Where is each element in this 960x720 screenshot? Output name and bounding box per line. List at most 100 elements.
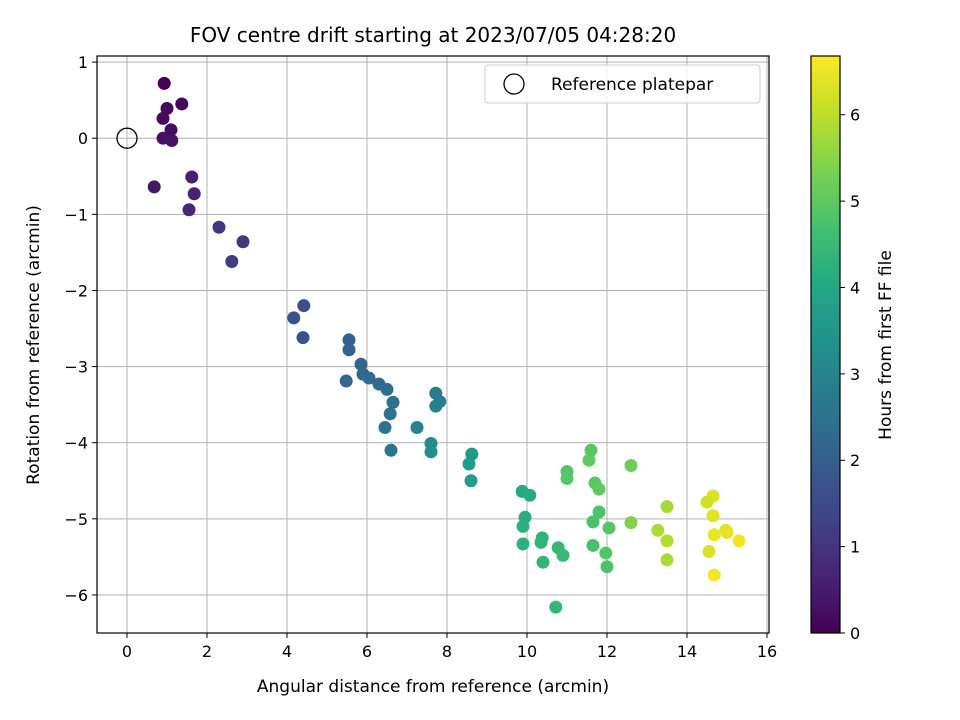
data-point [549,600,563,614]
data-point [624,516,638,530]
grid-lines [97,56,769,633]
reference-platepar-marker [116,127,138,149]
y-tick-label: −4 [64,434,88,453]
plot-frame [96,55,770,634]
data-point [378,420,392,434]
data-point [156,111,170,125]
data-point [592,505,606,519]
data-point [556,548,570,562]
x-tick-label: 0 [122,642,132,661]
colorbar-tick-label: 0 [850,624,860,643]
colorbar-tick-label: 2 [850,451,860,470]
y-tick-label: −2 [64,281,88,300]
data-point [342,343,356,357]
colorbar-tick-label: 3 [850,365,860,384]
data-point [534,535,548,549]
colorbar-ticks: 0 1 2 3 4 5 6 [840,106,860,643]
data-point [700,495,714,509]
data-point [462,457,476,471]
x-tick-label: 2 [202,642,212,661]
data-point [584,443,598,457]
x-tick-label: 14 [677,642,697,661]
colorbar: 0 1 2 3 4 5 6 Hours from first FF file [810,55,896,643]
data-point [296,331,310,345]
data-point [380,382,394,396]
colorbar-tick-label: 4 [850,278,860,297]
x-tick-label: 10 [517,642,537,661]
data-point [384,443,398,457]
data-point [464,474,478,488]
colorbar-frame [810,55,841,634]
data-point [429,399,443,413]
data-point [516,519,530,533]
data-point [410,420,424,434]
data-point [516,537,530,551]
data-point [297,299,311,313]
data-points [116,76,746,614]
data-point [592,482,606,496]
data-point [523,488,537,502]
data-point [165,133,179,147]
data-point [185,170,199,184]
data-point [707,568,721,582]
x-tick-label: 16 [757,642,777,661]
data-point [175,97,189,111]
colorbar-label: Hours from first FF file [876,250,896,440]
data-point [660,500,674,514]
y-tick-label: −1 [64,205,88,224]
y-axis-ticks: 1 0 −1 −2 −3 −4 −5 −6 [64,53,97,605]
y-axis-label: Rotation from reference (arcmin) [24,205,44,485]
colorbar-gradient [811,56,840,633]
legend: Reference platepar [484,64,761,104]
y-tick-label: −6 [64,586,88,605]
data-point [465,447,479,461]
data-point [147,180,161,194]
data-point [660,553,674,567]
data-point [586,515,600,529]
y-tick-label: −3 [64,358,88,377]
data-point [624,459,638,473]
data-point [651,523,665,537]
x-tick-label: 6 [362,642,372,661]
x-axis-ticks: 0 2 4 6 8 10 12 14 16 [122,633,777,661]
colorbar-tick-label: 5 [850,192,860,211]
colorbar-tick-label: 1 [850,538,860,557]
data-point [600,560,614,574]
data-point [720,526,734,540]
data-point [732,534,746,548]
data-point [342,333,356,347]
x-tick-label: 8 [442,642,452,661]
y-tick-label: −5 [64,510,88,529]
data-point [383,407,397,421]
legend-marker-icon [503,73,525,95]
data-point [339,374,353,388]
data-point [354,357,368,371]
data-point [707,528,721,542]
data-point [187,187,201,201]
data-point [386,395,400,409]
data-point [362,371,376,385]
chart-title: FOV centre drift starting at 2023/07/05 … [190,23,676,47]
data-point [160,102,174,116]
data-point [536,555,550,569]
data-point [182,203,196,217]
data-point [560,471,574,485]
data-point [602,521,616,535]
data-point [424,445,438,459]
data-point [212,220,226,234]
x-tick-label: 12 [597,642,617,661]
data-point [236,235,250,249]
data-point [586,538,600,552]
legend-box [484,64,761,104]
x-axis-label: Angular distance from reference (arcmin) [257,677,609,697]
colorbar-tick-label: 6 [850,106,860,125]
data-point [164,123,178,137]
data-point [706,509,720,523]
x-tick-label: 4 [282,642,292,661]
data-point [702,545,716,559]
y-tick-label: 1 [78,53,88,72]
data-point [582,453,596,467]
y-tick-label: 0 [78,129,88,148]
data-point [225,255,239,269]
